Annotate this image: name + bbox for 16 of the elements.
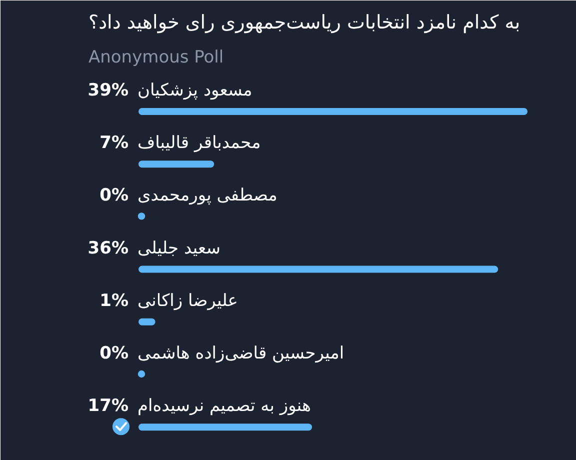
y-tick-label: سعید جلیلی: [138, 238, 220, 258]
y-tick-label: مصطفی پورمحمدی: [138, 186, 278, 206]
y-tick-label: علیرضا زاکانی: [138, 290, 238, 311]
y-tick-label: هنوز به تصمیم نرسیده‌ام: [138, 396, 311, 416]
data-label: 17%: [88, 396, 129, 416]
data-label: 1%: [100, 290, 129, 311]
data-label: 36%: [88, 238, 129, 258]
data-label: 39%: [88, 80, 129, 100]
y-tick-label: امیرحسین قاضی‌زاده هاشمی: [138, 344, 344, 364]
data-label: 0%: [100, 186, 129, 206]
chart-subtitle: Anonymous Poll: [88, 48, 224, 68]
data-label: 7%: [100, 133, 129, 154]
y-tick-label: مسعود پزشکیان: [138, 80, 252, 100]
data-label: 0%: [100, 344, 129, 364]
y-tick-label: محمدباقر قالیباف: [138, 133, 261, 154]
chart-title: به کدام نامزد انتخابات ریاست‌جمهوری رای خواهید داد؟: [88, 12, 520, 34]
